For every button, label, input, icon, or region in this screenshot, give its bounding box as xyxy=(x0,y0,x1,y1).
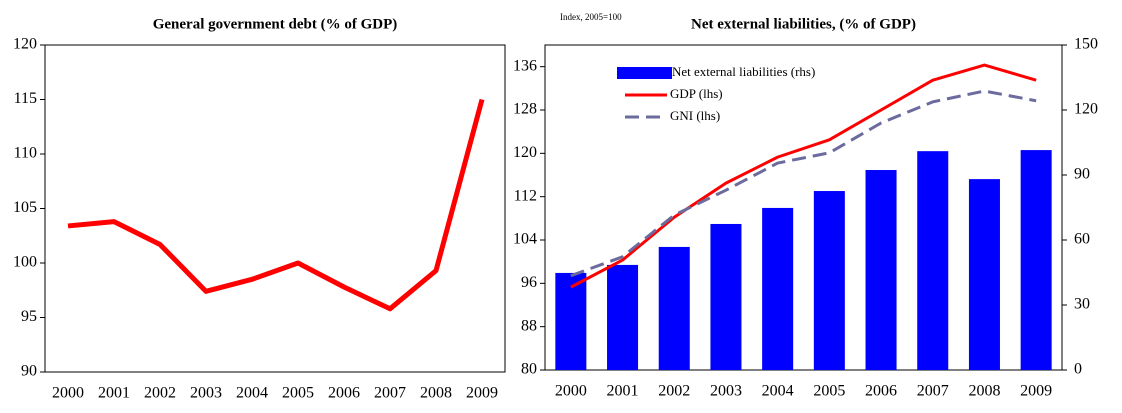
bar xyxy=(865,170,897,370)
line xyxy=(570,63,1037,289)
y-tick-label: 120 xyxy=(513,144,537,161)
y2-tick-label: 0 xyxy=(1074,361,1082,378)
x-tick-label: 2003 xyxy=(190,385,222,402)
chart-title: Net external liabilities, (% of GDP) xyxy=(691,16,916,32)
x-tick-label: 2005 xyxy=(813,383,845,400)
bar xyxy=(917,151,949,370)
legend-label: Net external liabilities (rhs) xyxy=(672,64,815,79)
y-tick-label: 120 xyxy=(13,36,37,53)
y-tick-label: 136 xyxy=(513,57,537,74)
y-tick-label: 115 xyxy=(14,90,37,107)
x-tick-label: 2002 xyxy=(658,383,690,400)
bar xyxy=(555,272,587,370)
x-tick-label: 2004 xyxy=(762,383,794,400)
y-tick-label: 112 xyxy=(514,187,537,204)
y-tick-label: 95 xyxy=(21,308,37,325)
y-tick-label: 80 xyxy=(521,361,537,378)
legend-swatch xyxy=(617,67,672,79)
x-tick-label: 2003 xyxy=(710,383,742,400)
y-tick-label: 100 xyxy=(13,254,37,271)
y-tick-label: 128 xyxy=(513,101,537,118)
x-tick-label: 2008 xyxy=(420,385,452,402)
line xyxy=(67,98,485,312)
chart-subtitle: Index, 2005=100 xyxy=(560,12,622,22)
x-tick-label: 2006 xyxy=(865,383,897,400)
bar xyxy=(710,223,742,370)
x-tick-label: 2006 xyxy=(328,385,360,402)
x-tick-label: 2000 xyxy=(52,385,84,402)
x-tick-label: 2007 xyxy=(374,385,406,402)
x-tick-label: 2008 xyxy=(968,383,1000,400)
y2-tick-label: 120 xyxy=(1074,101,1098,118)
y-tick-label: 105 xyxy=(13,199,37,216)
bar xyxy=(658,246,690,370)
x-tick-label: 2001 xyxy=(607,383,639,400)
y2-tick-label: 90 xyxy=(1074,166,1090,183)
y-tick-label: 90 xyxy=(21,363,37,380)
line xyxy=(570,89,1037,278)
plot-frame xyxy=(544,44,1063,371)
chart-title: General government debt (% of GDP) xyxy=(153,16,398,32)
y2-tick-label: 30 xyxy=(1074,296,1090,313)
legend-label: GDP (lhs) xyxy=(670,86,723,101)
bar xyxy=(813,191,845,370)
bar xyxy=(1020,150,1052,370)
legend-label: GNI (lhs) xyxy=(670,108,720,123)
x-tick-label: 2005 xyxy=(282,385,314,402)
y2-tick-label: 60 xyxy=(1074,231,1090,248)
y-tick-label: 96 xyxy=(521,274,537,291)
x-tick-label: 2009 xyxy=(1020,383,1052,400)
x-tick-label: 2001 xyxy=(98,385,130,402)
x-tick-label: 2004 xyxy=(236,385,268,402)
y2-tick-label: 150 xyxy=(1074,36,1098,53)
x-tick-label: 2007 xyxy=(917,383,949,400)
y-tick-label: 104 xyxy=(513,231,537,248)
y-tick-label: 88 xyxy=(521,317,537,334)
y-tick-label: 110 xyxy=(14,145,37,162)
bar xyxy=(607,264,639,370)
x-tick-label: 2000 xyxy=(555,383,587,400)
x-tick-label: 2009 xyxy=(466,385,498,402)
bar xyxy=(762,207,794,370)
bar xyxy=(968,179,1000,370)
x-tick-label: 2002 xyxy=(144,385,176,402)
